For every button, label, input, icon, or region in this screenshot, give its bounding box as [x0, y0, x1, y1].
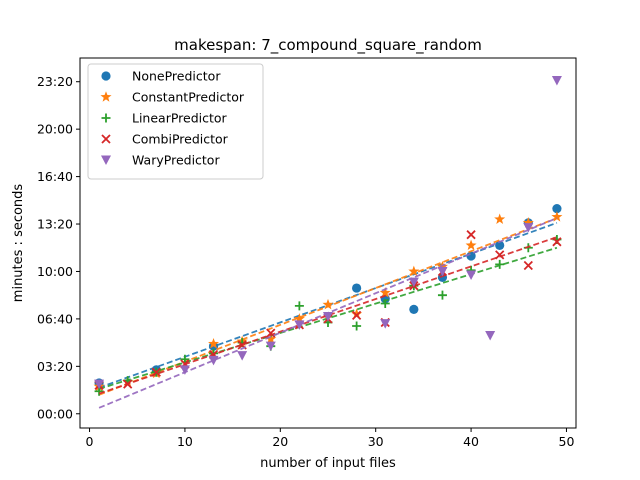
data-point-nonepredictor [495, 240, 505, 250]
data-point-linearpredictor [180, 354, 190, 364]
y-tick-label: 06:40 [37, 311, 73, 326]
data-point-warypredictor [437, 266, 448, 277]
axes-frame [79, 57, 577, 429]
y-axis-label: minutes : seconds [11, 184, 26, 303]
x-tick-label: 40 [463, 434, 479, 449]
data-point-linearpredictor [352, 321, 362, 331]
data-point-constantpredictor [494, 213, 506, 224]
data-point-constantpredictor [322, 298, 334, 310]
data-point-constantpredictor [465, 239, 477, 251]
legend-item: ConstantPredictor [100, 90, 245, 105]
series-constantpredictor [93, 211, 563, 396]
data-point-warypredictor [179, 365, 190, 375]
y-tick-label: 10:00 [37, 264, 73, 279]
legend-label: WaryPredictor [132, 153, 220, 168]
data-point-combipredictor [466, 230, 476, 240]
x-axis-label: number of input files [260, 456, 396, 471]
data-point-linearpredictor [294, 301, 304, 311]
y-tick-label: 13:20 [37, 217, 73, 232]
legend-label: LinearPredictor [132, 111, 228, 126]
data-point-combipredictor [552, 237, 562, 247]
legend-marker [101, 71, 111, 81]
data-point-constantpredictor [265, 333, 277, 344]
data-point-constantpredictor [408, 265, 420, 277]
data-point-nonepredictor [552, 204, 562, 214]
legend-marker [101, 113, 111, 123]
data-point-linearpredictor [437, 290, 447, 300]
y-tick-label: 20:00 [37, 122, 73, 137]
y-axis: 00:00 03:20 06:40 10:00 13:20 16:40 20:00 23:20 [37, 74, 80, 421]
x-tick-label: 30 [368, 434, 384, 449]
data-point-warypredictor [523, 223, 534, 233]
legend-item: NonePredictor [101, 69, 221, 84]
data-point-combipredictor [351, 310, 362, 320]
series-nonepredictor [94, 204, 562, 389]
data-point-combipredictor [151, 367, 161, 377]
data-point-constantpredictor [293, 313, 305, 324]
legend-item: LinearPredictor [101, 111, 228, 126]
data-point-warypredictor [208, 355, 219, 366]
legend: NonePredictor ConstantPredictor LinearPred… [87, 63, 264, 180]
x-tick-label: 0 [86, 434, 94, 449]
data-point-constantpredictor [379, 287, 391, 298]
data-point-combipredictor [495, 250, 505, 260]
legend-box [87, 63, 264, 180]
legend-marker [101, 155, 111, 165]
data-point-constantpredictor [351, 308, 363, 319]
data-point-warypredictor [94, 379, 105, 390]
data-point-warypredictor [551, 76, 562, 86]
legend-label: ConstantPredictor [132, 90, 245, 105]
data-point-constantpredictor [522, 217, 534, 228]
data-point-nonepredictor [409, 304, 419, 315]
legend-label: CombiPredictor [132, 132, 229, 147]
legend-marker [101, 134, 111, 144]
data-point-warypredictor [294, 320, 305, 330]
chart-title: makespan: 7_compound_square_random [174, 36, 482, 55]
data-point-warypredictor [380, 319, 391, 329]
data-point-constantpredictor [551, 211, 563, 222]
data-point-combipredictor [123, 379, 133, 389]
data-point-warypredictor [466, 270, 477, 281]
x-tick-label: 50 [559, 434, 575, 449]
data-point-nonepredictor [352, 283, 362, 293]
data-point-warypredictor [485, 331, 496, 341]
legend-label: NonePredictor [132, 69, 221, 84]
data-point-warypredictor [408, 277, 419, 288]
data-point-linearpredictor [495, 259, 505, 269]
y-tick-label: 03:20 [37, 359, 73, 374]
y-tick-label: 23:20 [37, 74, 73, 89]
legend-item: CombiPredictor [101, 132, 229, 147]
data-point-warypredictor [237, 351, 248, 361]
x-axis: 0 10 20 30 40 50 [86, 428, 575, 449]
x-tick-label: 20 [272, 434, 288, 449]
y-tick-label: 00:00 [37, 406, 73, 421]
data-point-combipredictor [523, 260, 533, 271]
data-point-combipredictor [266, 328, 276, 338]
plot-area [93, 76, 563, 409]
series-warypredictor [94, 76, 562, 409]
data-point-warypredictor [265, 341, 276, 352]
legend-marker [100, 91, 112, 102]
legend-item: WaryPredictor [101, 153, 220, 168]
data-point-constantpredictor [208, 338, 220, 349]
data-point-linearpredictor [380, 298, 390, 308]
x-tick-label: 10 [177, 434, 193, 449]
data-point-warypredictor [323, 312, 333, 322]
y-tick-label: 16:40 [37, 169, 73, 184]
